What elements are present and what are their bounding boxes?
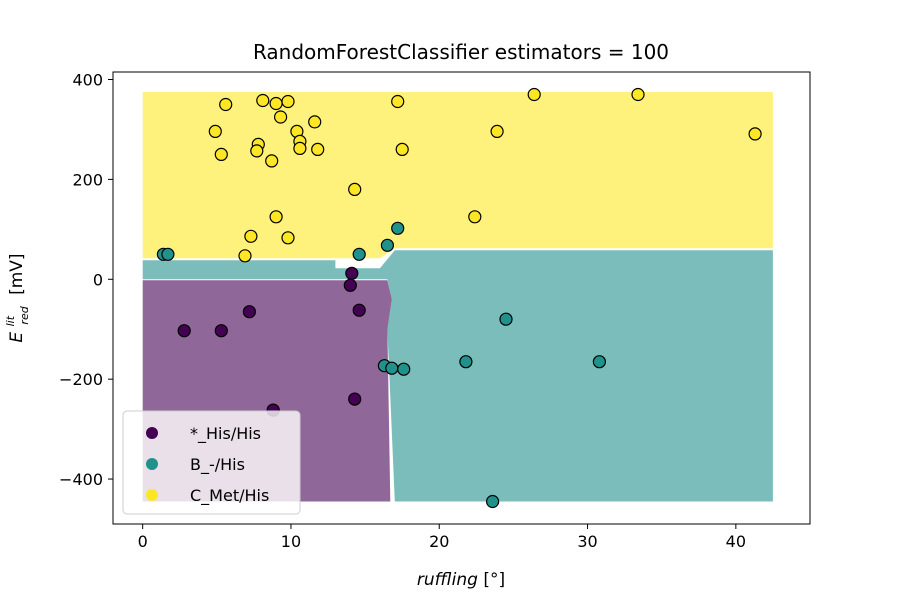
data-point bbox=[250, 144, 264, 158]
data-point bbox=[293, 141, 307, 155]
data-point bbox=[177, 324, 191, 338]
data-point bbox=[499, 312, 513, 326]
x-tick-label: 10 bbox=[281, 532, 301, 551]
data-point bbox=[391, 221, 405, 235]
data-point bbox=[214, 147, 228, 161]
data-point bbox=[274, 110, 288, 124]
decision-region bbox=[142, 250, 773, 502]
legend-label: B_-/His bbox=[190, 455, 245, 475]
y-tick-label: 200 bbox=[72, 170, 103, 189]
data-point bbox=[459, 355, 473, 369]
svg-text:E lit red [m: E lit red [mV] bbox=[0, 253, 33, 342]
legend-box bbox=[122, 410, 301, 515]
data-point bbox=[343, 278, 357, 292]
data-point bbox=[265, 154, 279, 168]
data-point bbox=[269, 96, 283, 111]
data-point bbox=[486, 494, 500, 509]
data-point bbox=[281, 94, 295, 109]
legend-marker bbox=[146, 489, 158, 501]
data-point bbox=[397, 362, 411, 376]
data-point bbox=[352, 303, 366, 317]
data-point bbox=[352, 247, 366, 261]
data-point bbox=[391, 94, 405, 109]
data-point bbox=[527, 87, 541, 102]
decision-region bbox=[142, 92, 773, 259]
x-axis-label: ruffling [°] bbox=[417, 570, 505, 590]
data-point bbox=[380, 238, 394, 252]
data-point bbox=[348, 392, 362, 406]
y-tick-label: −200 bbox=[59, 370, 103, 389]
data-point bbox=[214, 324, 228, 338]
data-point bbox=[748, 127, 762, 141]
data-point bbox=[242, 305, 256, 319]
x-axis-label-main: ruffling bbox=[417, 570, 478, 590]
data-point bbox=[244, 229, 258, 243]
data-point bbox=[395, 142, 409, 156]
data-point bbox=[385, 361, 399, 375]
data-point bbox=[269, 210, 283, 224]
data-point bbox=[490, 124, 504, 138]
data-point bbox=[592, 355, 607, 369]
legend-marker bbox=[146, 427, 158, 439]
data-point bbox=[281, 231, 295, 245]
legend: *_His/His B_-/His C_Met/His bbox=[122, 410, 301, 515]
legend-label: *_His/His bbox=[190, 424, 261, 444]
x-axis-label-unit: [°] bbox=[483, 570, 505, 590]
y-axis-label-unit: [mV] bbox=[7, 253, 27, 294]
data-point bbox=[348, 182, 362, 196]
data-point bbox=[308, 115, 322, 129]
chart-title: RandomForestClassifier estimators = 100 bbox=[253, 40, 669, 64]
y-axis-label-sup: lit bbox=[4, 315, 17, 326]
x-tick-label: 0 bbox=[138, 532, 148, 551]
y-tick-label: 400 bbox=[72, 70, 103, 89]
data-point bbox=[345, 266, 359, 280]
data-point bbox=[468, 210, 482, 224]
legend-marker bbox=[146, 458, 158, 470]
y-axis-label-sub: red bbox=[18, 305, 31, 324]
y-axis-label: E lit red [mV] bbox=[0, 253, 33, 342]
data-point bbox=[311, 142, 325, 156]
data-points bbox=[156, 87, 762, 509]
y-axis-ticks: −400 −200 0 200 400 bbox=[59, 70, 113, 489]
data-point bbox=[161, 247, 175, 261]
axes-frame bbox=[112, 71, 811, 525]
x-tick-label: 20 bbox=[429, 532, 449, 551]
x-axis-ticks: 0 10 20 30 40 bbox=[138, 524, 746, 551]
data-point bbox=[208, 124, 222, 138]
y-axis-label-main: E bbox=[7, 332, 27, 343]
y-tick-label: −400 bbox=[59, 470, 103, 489]
y-tick-label: 0 bbox=[93, 270, 103, 289]
data-point bbox=[631, 87, 645, 102]
legend-label: C_Met/His bbox=[190, 486, 269, 506]
x-tick-label: 30 bbox=[577, 532, 597, 551]
data-point bbox=[238, 249, 252, 263]
x-tick-label: 40 bbox=[726, 532, 746, 551]
data-point bbox=[256, 93, 270, 108]
data-point bbox=[219, 97, 233, 112]
